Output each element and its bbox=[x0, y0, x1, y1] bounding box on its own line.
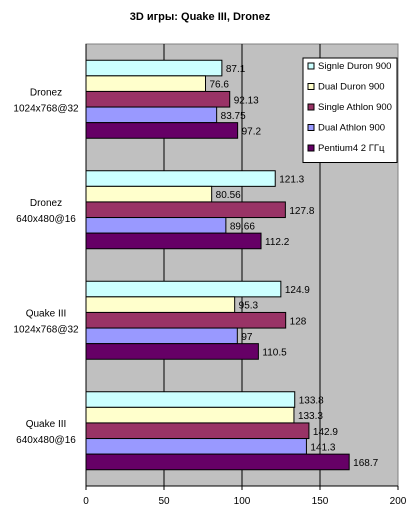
bar bbox=[85, 327, 238, 345]
data-label: 112.2 bbox=[265, 237, 290, 248]
legend-entry: Dual Athlon 900 bbox=[318, 123, 385, 134]
bar bbox=[85, 296, 236, 313]
data-label: 92.13 bbox=[234, 95, 259, 106]
data-label: 80.56 bbox=[216, 190, 241, 201]
bar bbox=[85, 217, 227, 234]
bar bbox=[85, 201, 286, 219]
bar bbox=[85, 106, 218, 124]
bar bbox=[85, 343, 259, 360]
category-label: 640x480@16 bbox=[16, 435, 76, 446]
data-label: 168.7 bbox=[353, 458, 378, 469]
legend-box bbox=[302, 57, 398, 163]
data-label: 127.8 bbox=[289, 206, 314, 217]
bar bbox=[85, 75, 206, 92]
data-label: 124.9 bbox=[285, 285, 310, 296]
category-label: Quake III bbox=[26, 419, 67, 430]
data-label: 97 bbox=[241, 332, 253, 343]
category-labels: Dronez 1024x768@32 Dronez 640x480@16 Quake I… bbox=[13, 87, 79, 446]
value-labels: 87.1 76.6 92.13 83.75 97.2 121.3 80.56 127.8 89.… bbox=[209, 64, 378, 469]
legend-entry: Dual Duron 900 bbox=[318, 82, 385, 93]
x-axis: 0 50 100 150 200 bbox=[83, 44, 407, 507]
bar bbox=[85, 59, 223, 77]
x-tick-label: 0 bbox=[83, 496, 89, 507]
category-label: Dronez bbox=[30, 87, 62, 98]
data-label: 76.6 bbox=[209, 80, 229, 91]
legend-swatch bbox=[307, 124, 315, 131]
bar bbox=[85, 311, 287, 329]
legend-swatch bbox=[307, 144, 315, 152]
data-label: 141.3 bbox=[310, 442, 335, 453]
legend-swatch bbox=[307, 83, 315, 90]
data-label: 95.3 bbox=[239, 301, 259, 312]
category-label: 640x480@16 bbox=[16, 214, 76, 225]
data-label: 133.3 bbox=[298, 411, 323, 422]
data-label: 110.5 bbox=[262, 347, 287, 358]
legend-swatch bbox=[307, 62, 315, 70]
data-label: 142.9 bbox=[313, 427, 338, 438]
bar bbox=[85, 422, 310, 440]
bar bbox=[85, 90, 231, 108]
legend-entry: Pentium4 2 ГГц bbox=[318, 143, 385, 154]
bar bbox=[85, 453, 350, 471]
category-label: 1024x768@32 bbox=[13, 103, 79, 114]
bar bbox=[85, 122, 239, 139]
category-label: Quake III bbox=[26, 308, 67, 319]
bar bbox=[85, 391, 296, 408]
chart-title: 3D игры: Quake III, Dronez bbox=[130, 11, 271, 23]
data-label: 97.2 bbox=[242, 126, 262, 137]
bars bbox=[85, 59, 350, 471]
data-label: 121.3 bbox=[279, 175, 304, 186]
x-tick-label: 150 bbox=[312, 496, 329, 507]
legend: Signle Duron 900 Dual Duron 900 Single Ath… bbox=[302, 57, 398, 163]
data-label: 89.66 bbox=[230, 221, 255, 232]
category-label: Dronez bbox=[30, 198, 62, 209]
category-label: 1024x768@32 bbox=[13, 324, 79, 335]
legend-entry: Single Athlon 900 bbox=[318, 102, 392, 113]
data-label: 87.1 bbox=[226, 64, 246, 75]
bar bbox=[85, 406, 295, 424]
x-tick-label: 100 bbox=[234, 496, 251, 507]
bar bbox=[85, 232, 262, 250]
data-label: 128 bbox=[290, 316, 307, 327]
legend-entry: Signle Duron 900 bbox=[318, 61, 391, 72]
x-tick-label: 200 bbox=[390, 496, 407, 507]
bar bbox=[85, 185, 213, 203]
bar bbox=[85, 438, 307, 455]
data-label: 83.75 bbox=[221, 111, 246, 122]
data-label: 133.8 bbox=[299, 396, 324, 407]
x-tick-label: 50 bbox=[158, 496, 170, 507]
bar bbox=[85, 170, 276, 187]
bar bbox=[85, 280, 282, 298]
legend-swatch bbox=[307, 103, 315, 111]
